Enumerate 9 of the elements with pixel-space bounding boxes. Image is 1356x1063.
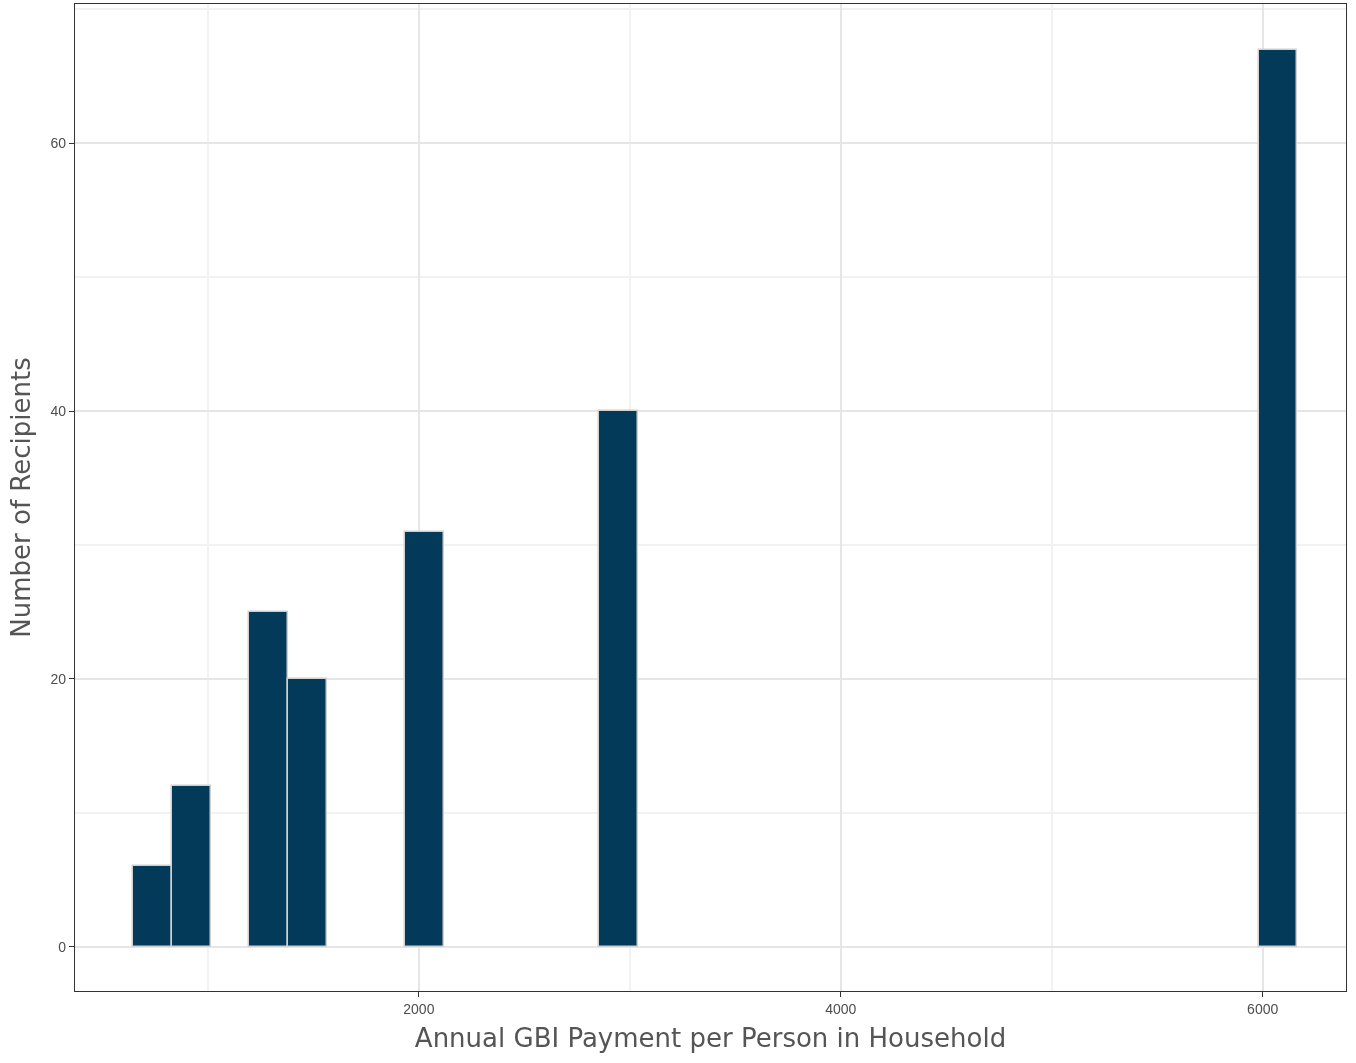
x-tick-label: 6000 bbox=[1247, 1000, 1279, 1017]
x-tick-label: 2000 bbox=[403, 1000, 435, 1017]
y-tick-label: 0 bbox=[58, 938, 67, 955]
y-tick-label: 20 bbox=[50, 670, 67, 687]
y-tick-label: 60 bbox=[50, 135, 67, 152]
y-tick-label: 40 bbox=[50, 403, 67, 420]
x-axis-title: Annual GBI Payment per Person in Household bbox=[414, 1022, 1007, 1053]
x-tick-label: 4000 bbox=[825, 1000, 857, 1017]
y-axis-title: Number of Recipients bbox=[5, 357, 36, 638]
